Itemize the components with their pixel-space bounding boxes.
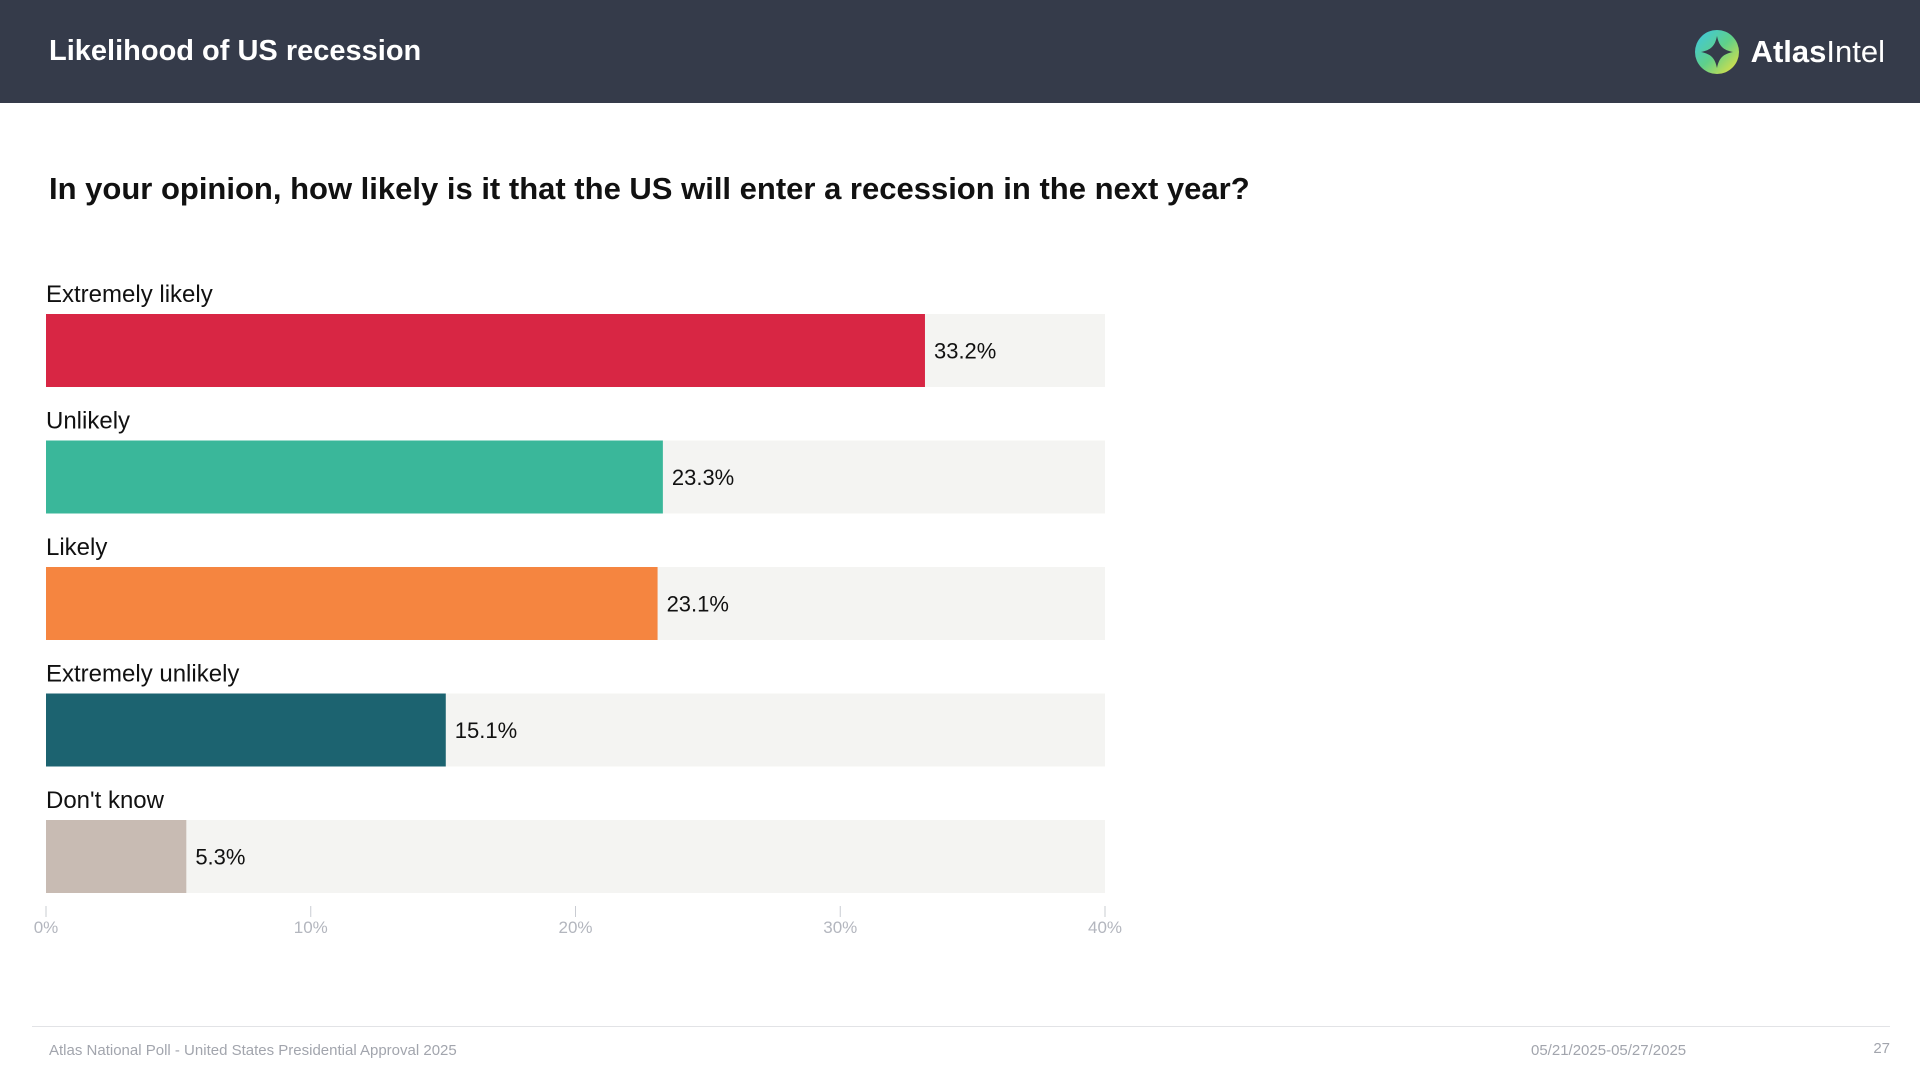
bar-extremely-likely <box>46 314 925 387</box>
atlasintel-logo: AtlasIntel <box>1694 28 1885 76</box>
category-label-unlikely: Unlikely <box>46 408 130 435</box>
value-label-unlikely: 23.3% <box>672 465 734 490</box>
x-tick-label-20: 20% <box>558 918 592 937</box>
x-tick-label-10: 10% <box>294 918 328 937</box>
category-label-likely: Likely <box>46 534 107 561</box>
chart-question-title: In your opinion, how likely is it that t… <box>49 171 1250 206</box>
x-tick-label-0: 0% <box>34 918 59 937</box>
bar-don-t-know <box>46 820 187 893</box>
x-tick-label-40: 40% <box>1088 918 1122 937</box>
bar-unlikely <box>46 440 663 514</box>
footer-date-range: 05/21/2025-05/27/2025 <box>1531 1042 1687 1059</box>
header-bar: Likelihood of US recession AtlasIntel <box>0 0 1920 103</box>
category-label-don-t-know: Don't know <box>46 787 165 814</box>
value-label-don-t-know: 5.3% <box>195 845 245 870</box>
category-label-extremely-likely: Extremely likely <box>46 281 213 308</box>
bar-track-don-t-know <box>46 820 1105 893</box>
value-label-extremely-unlikely: 15.1% <box>455 718 517 743</box>
logo-wordmark: AtlasIntel <box>1751 32 1885 72</box>
footer-source: Atlas National Poll - United States Pres… <box>49 1042 457 1059</box>
header-title: Likelihood of US recession <box>49 35 422 67</box>
x-tick-label-30: 30% <box>823 918 857 937</box>
footer-divider <box>32 1026 1890 1027</box>
bar-extremely-unlikely <box>46 693 446 767</box>
page-number: 27 <box>1873 1040 1890 1057</box>
bar-likely <box>46 567 658 640</box>
value-label-likely: 23.1% <box>667 592 729 617</box>
logo-word-intel: Intel <box>1826 34 1885 69</box>
logo-word-atlas: Atlas <box>1750 34 1827 69</box>
value-label-extremely-likely: 33.2% <box>934 339 996 364</box>
category-label-extremely-unlikely: Extremely unlikely <box>46 661 239 688</box>
atlasintel-logo-icon <box>1694 30 1739 74</box>
